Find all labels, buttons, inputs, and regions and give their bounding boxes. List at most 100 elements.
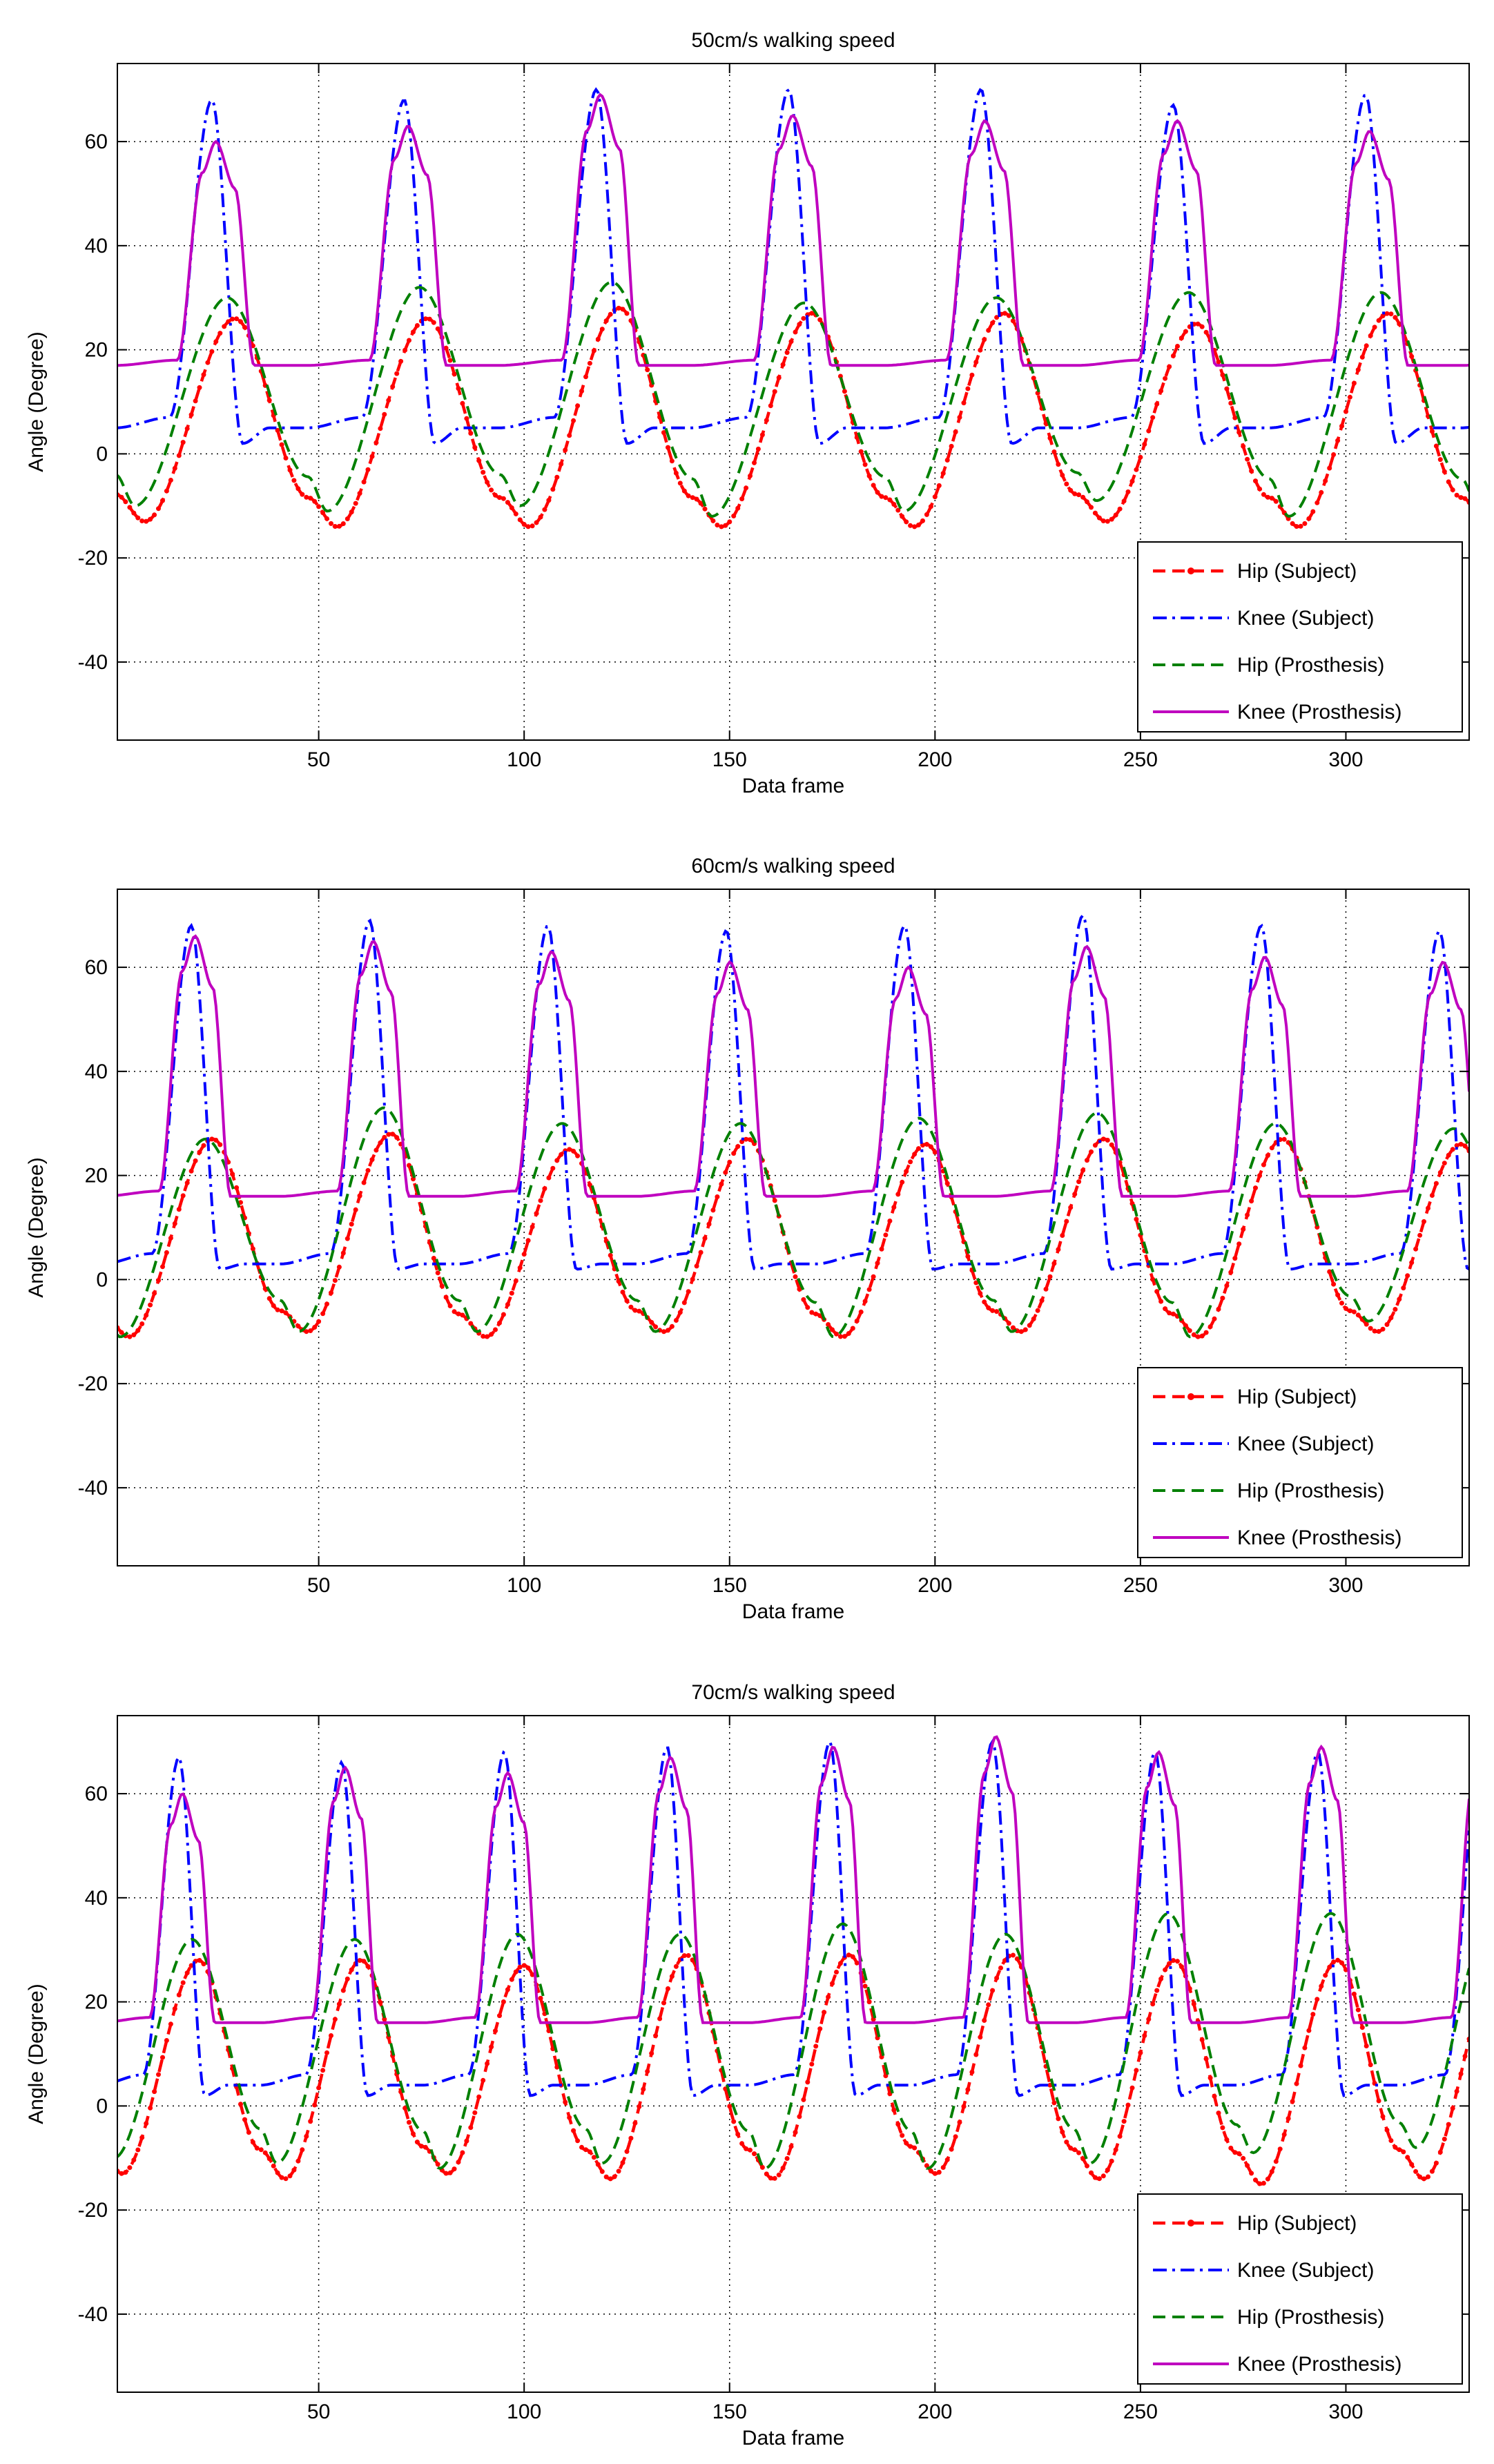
series-marker [279, 1308, 284, 1314]
series-marker [460, 2150, 465, 2155]
series-marker [1199, 2037, 1205, 2042]
series-marker [1224, 1283, 1230, 1288]
series-marker [817, 2026, 823, 2032]
series-marker [184, 1970, 190, 1976]
series-marker [1163, 376, 1168, 381]
series-marker [891, 502, 897, 507]
series-marker [168, 478, 173, 483]
series-marker [1454, 2088, 1459, 2094]
series-marker [1158, 388, 1164, 394]
series-marker [776, 2172, 782, 2177]
series-marker [481, 1334, 486, 1339]
series-marker [603, 2174, 609, 2180]
series-line-2 [117, 1738, 1469, 2097]
series-marker [645, 2068, 650, 2074]
series-marker [188, 1963, 194, 1968]
series-marker [1281, 1136, 1287, 1142]
series-marker [304, 2133, 309, 2139]
series-marker [805, 2079, 811, 2085]
series-marker [1096, 515, 1102, 521]
series-marker [1060, 1233, 1065, 1238]
series-marker [1006, 1321, 1011, 1326]
series-marker [172, 1221, 177, 1226]
series-marker [184, 426, 190, 431]
series-marker [837, 1961, 843, 1966]
series-marker [1043, 1286, 1049, 1292]
series-marker [1100, 518, 1106, 523]
series-marker [583, 374, 588, 380]
series-marker [793, 1274, 798, 1279]
series-marker [1068, 1205, 1074, 1210]
series-marker [1294, 2081, 1299, 2086]
y-tick-label: 20 [85, 1991, 108, 2014]
series-marker [797, 1286, 802, 1292]
series-marker [1109, 1142, 1114, 1147]
series-marker [752, 460, 757, 465]
series-marker [739, 1139, 745, 1145]
series-marker [176, 1992, 182, 1997]
series-marker [936, 2169, 942, 2175]
series-marker [447, 358, 453, 363]
series-marker [353, 501, 358, 506]
series-marker [357, 1193, 362, 1199]
series-marker [620, 1290, 625, 1294]
series-marker [349, 510, 354, 515]
series-marker [912, 2145, 918, 2151]
series-marker [826, 1995, 831, 1999]
series-marker [1433, 2160, 1439, 2166]
series-marker [628, 2135, 634, 2141]
series-marker [735, 505, 741, 511]
series-marker [965, 1254, 971, 1259]
series-marker [612, 2174, 617, 2180]
series-marker [978, 2035, 983, 2040]
series-marker [127, 1334, 133, 1339]
series-marker [673, 470, 679, 476]
series-marker [452, 1309, 457, 1315]
series-marker [1290, 2099, 1295, 2104]
series-marker [1294, 524, 1299, 529]
series-marker [135, 1328, 141, 1333]
series-marker [961, 400, 967, 406]
series-marker [300, 2147, 305, 2153]
series-marker [1175, 344, 1180, 349]
y-tick-label: -40 [78, 1477, 108, 1500]
series-marker [304, 494, 309, 500]
series-marker [978, 347, 983, 353]
series-marker [168, 1235, 173, 1241]
series-marker [1199, 1333, 1205, 1339]
series-marker [443, 1294, 449, 1300]
series-marker [1089, 505, 1094, 510]
series-marker [164, 488, 169, 494]
series-marker [300, 492, 305, 497]
series-marker [1442, 1161, 1447, 1166]
series-marker [895, 2122, 901, 2127]
series-marker [986, 2002, 991, 2008]
series-marker [973, 360, 979, 365]
series-marker [493, 1327, 498, 1332]
series-marker [1269, 496, 1274, 501]
series-marker [378, 426, 383, 431]
series-marker [912, 524, 918, 530]
series-marker [866, 1287, 872, 1292]
series-marker [1195, 321, 1201, 327]
series-marker [1085, 2163, 1089, 2169]
series-marker [160, 2055, 165, 2060]
series-marker [538, 514, 543, 520]
series-marker [258, 2147, 264, 2153]
y-tick-label: 20 [85, 339, 108, 362]
legend-label: Hip (Subject) [1237, 1386, 1357, 1408]
series-marker [439, 1283, 445, 1289]
series-marker [595, 336, 601, 342]
series-marker [1138, 2050, 1143, 2055]
series-marker [858, 449, 864, 454]
series-marker [497, 2013, 502, 2019]
series-marker [308, 2119, 313, 2124]
series-marker [329, 1290, 333, 1296]
series-marker [472, 2110, 478, 2115]
series-marker [1031, 1316, 1036, 1321]
series-marker [332, 2017, 338, 2022]
series-marker [127, 505, 133, 510]
series-marker [780, 2165, 786, 2171]
series-marker [554, 474, 560, 480]
series-marker [411, 329, 416, 335]
